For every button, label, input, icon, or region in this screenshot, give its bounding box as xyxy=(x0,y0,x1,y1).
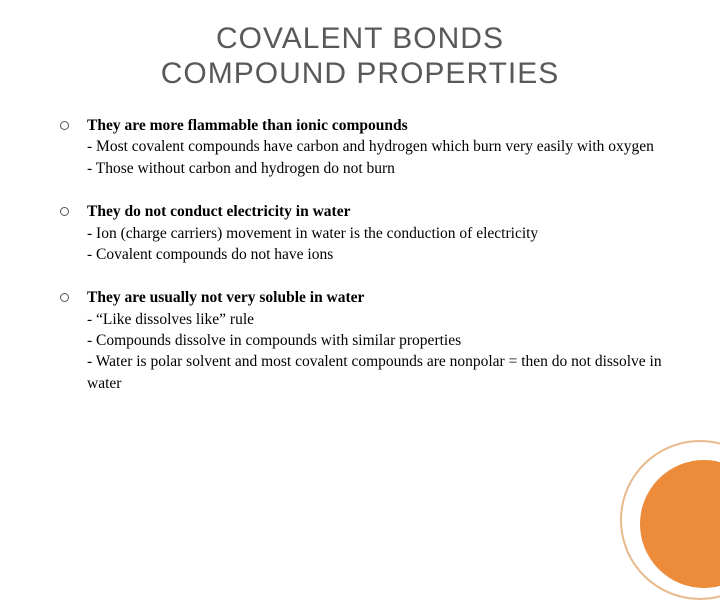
item-body: They are more flammable than ionic compo… xyxy=(87,115,670,179)
item-subline: - Compounds dissolve in compounds with s… xyxy=(87,330,670,351)
list-item: They do not conduct electricity in water… xyxy=(60,201,670,265)
item-subline: - Covalent compounds do not have ions xyxy=(87,244,670,265)
item-subline: - Water is polar solvent and most covale… xyxy=(87,351,670,394)
list-item: They are usually not very soluble in wat… xyxy=(60,287,670,394)
slide-title: COVALENT BONDS COMPOUND PROPERTIES xyxy=(50,22,670,91)
title-line-2: COMPOUND PROPERTIES xyxy=(161,57,560,90)
bullet-icon xyxy=(60,293,69,302)
item-subline: - Those without carbon and hydrogen do n… xyxy=(87,158,670,179)
title-line-1: COVALENT BONDS xyxy=(216,22,504,55)
bullet-icon xyxy=(60,121,69,130)
item-subline: - “Like dissolves like” rule xyxy=(87,309,670,330)
item-subline: - Most covalent compounds have carbon an… xyxy=(87,136,670,157)
item-heading: They are more flammable than ionic compo… xyxy=(87,117,408,134)
item-subline: - Ion (charge carriers) movement in wate… xyxy=(87,223,670,244)
item-body: They are usually not very soluble in wat… xyxy=(87,287,670,394)
bullet-icon xyxy=(60,207,69,216)
slide: COVALENT BONDS COMPOUND PROPERTIES They … xyxy=(0,0,720,540)
item-heading: They are usually not very soluble in wat… xyxy=(87,289,364,306)
item-body: They do not conduct electricity in water… xyxy=(87,201,670,265)
content-area: They are more flammable than ionic compo… xyxy=(50,115,670,394)
list-item: They are more flammable than ionic compo… xyxy=(60,115,670,179)
item-heading: They do not conduct electricity in water xyxy=(87,203,350,220)
